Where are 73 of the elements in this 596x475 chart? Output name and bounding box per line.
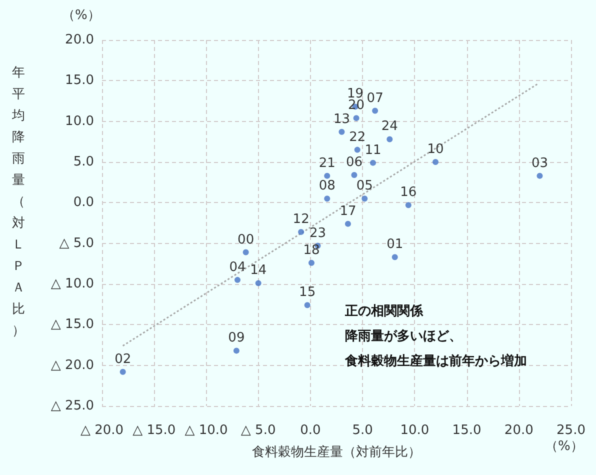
point bbox=[370, 160, 376, 166]
annotation: 18 bbox=[303, 242, 320, 258]
point bbox=[372, 108, 378, 114]
annotation: 11 bbox=[364, 142, 382, 158]
point bbox=[298, 228, 304, 235]
annotation: 13 bbox=[333, 112, 350, 127]
annotation: 20 bbox=[348, 98, 365, 114]
x-tick-label: 15.0 bbox=[452, 423, 482, 438]
annotation: 10 bbox=[427, 142, 444, 157]
y-tick-label: 15.0 bbox=[65, 73, 94, 88]
y-tick-label: 20.0 bbox=[65, 32, 94, 48]
annotation: 食料穀物生産量は前年から増加 bbox=[344, 353, 527, 369]
point bbox=[344, 220, 351, 227]
annotation: 12 bbox=[292, 212, 310, 227]
annotation: 21 bbox=[318, 156, 336, 171]
point bbox=[242, 249, 249, 256]
annotation: 08 bbox=[318, 178, 336, 194]
point bbox=[308, 260, 314, 266]
point bbox=[233, 348, 240, 354]
annotation: 22 bbox=[349, 130, 366, 145]
y-tick-label: 10.0 bbox=[65, 114, 94, 129]
x-tick-label: △ 15.0 bbox=[132, 423, 176, 438]
annotation: 15 bbox=[299, 285, 316, 300]
annotation: 00 bbox=[238, 232, 254, 248]
point bbox=[392, 254, 398, 260]
y-tick-label: △ 25.0 bbox=[50, 398, 94, 414]
point bbox=[234, 276, 240, 283]
y-tick-label: △ 10.0 bbox=[50, 276, 94, 292]
annotation: 14 bbox=[250, 263, 267, 278]
x-tick-label: 20.0 bbox=[504, 423, 534, 438]
x-tick-label: △ 10.0 bbox=[184, 423, 228, 438]
y-tick-label: △ 15.0 bbox=[50, 317, 94, 332]
annotation: 09 bbox=[228, 330, 245, 346]
point bbox=[536, 172, 543, 179]
annotation: 正の相関関係 bbox=[344, 304, 424, 319]
x-tick-label: 0.0 bbox=[300, 423, 321, 438]
point bbox=[255, 280, 262, 286]
annotation: 02 bbox=[114, 352, 132, 367]
y-tick-label: 0.0 bbox=[73, 195, 94, 210]
annotation: 05 bbox=[356, 178, 373, 194]
x-tick-label: △ 5.0 bbox=[240, 423, 276, 438]
point bbox=[432, 159, 439, 165]
annotation: 06 bbox=[346, 155, 362, 170]
point bbox=[324, 196, 330, 202]
annotation: 04 bbox=[229, 260, 246, 275]
text: （%） bbox=[545, 439, 584, 454]
point bbox=[120, 368, 126, 375]
point bbox=[338, 128, 345, 135]
annotation: 23 bbox=[309, 226, 326, 241]
point bbox=[405, 202, 412, 208]
point bbox=[351, 172, 358, 178]
x-tick-label: 5.0 bbox=[352, 423, 373, 438]
annotation: 03 bbox=[531, 156, 548, 171]
y-tick-label: △ 20.0 bbox=[50, 358, 94, 373]
annotation: 降雨量が多いほど、 bbox=[345, 329, 462, 344]
point bbox=[324, 172, 330, 179]
point bbox=[304, 302, 310, 308]
x-tick-label: 10.0 bbox=[400, 423, 430, 438]
text: 年平均降雨量（対ＬＰＡ比） bbox=[12, 65, 25, 338]
point bbox=[354, 146, 360, 153]
y-tick-label: △ 5.0 bbox=[59, 236, 94, 251]
annotation: 16 bbox=[400, 185, 417, 200]
annotation: 07 bbox=[366, 90, 384, 106]
annotation: 24 bbox=[381, 119, 398, 134]
annotation: 17 bbox=[340, 204, 356, 219]
y-tick-label: 5.0 bbox=[73, 154, 94, 170]
point bbox=[362, 196, 368, 202]
x-tick-label: 25.0 bbox=[556, 423, 586, 438]
x-axis-title: 食料穀物生産量（対前年比） bbox=[252, 444, 421, 460]
point bbox=[353, 115, 360, 122]
text: （%） bbox=[62, 8, 100, 23]
annotation: 01 bbox=[386, 237, 404, 252]
point bbox=[386, 136, 393, 142]
